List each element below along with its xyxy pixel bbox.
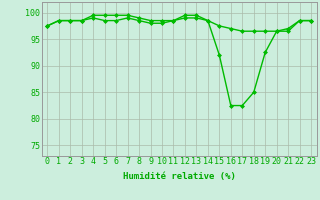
X-axis label: Humidité relative (%): Humidité relative (%) <box>123 172 236 181</box>
